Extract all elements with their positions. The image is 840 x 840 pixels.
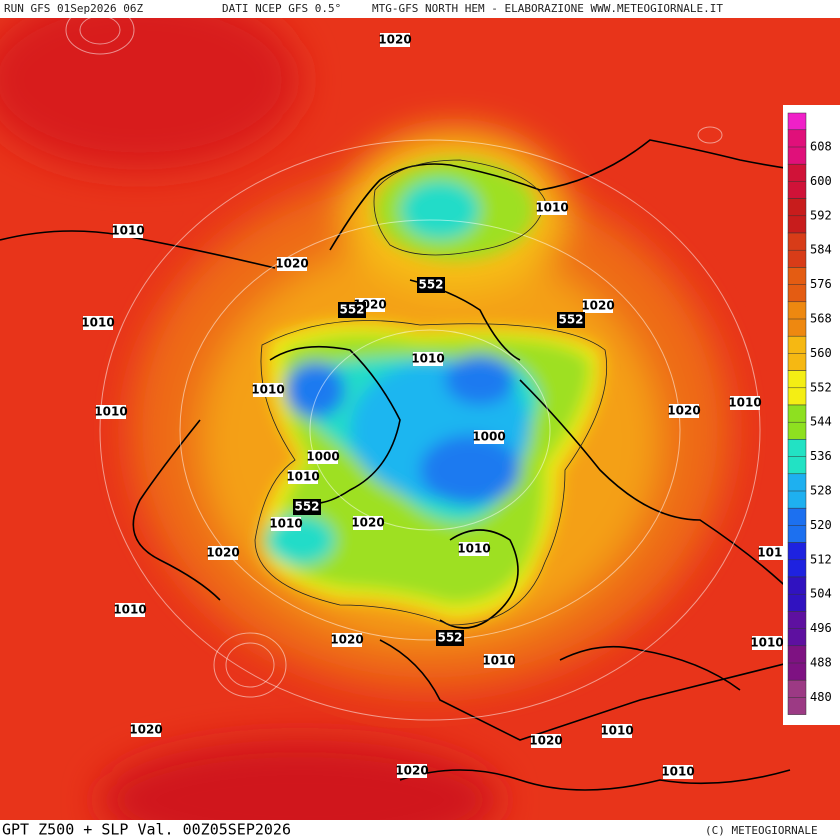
isobar-label-box — [83, 316, 113, 330]
colorbar-label: 496 — [810, 621, 832, 635]
isobar-label: 1010 — [111, 224, 144, 238]
isobars — [65, 5, 761, 721]
isobar-label: 1010 — [113, 603, 146, 617]
credit-label: MTG-GFS NORTH HEM - ELABORAZIONE WWW.MET… — [372, 2, 723, 15]
isobar-label-box — [602, 724, 632, 738]
isobar-label: 1020 — [395, 764, 428, 778]
copyright: (C) METEOGIORNALE — [705, 824, 818, 837]
height-label-box — [557, 312, 585, 328]
isobar-label-box — [459, 542, 489, 556]
isobar-label-box — [759, 546, 789, 560]
isobar-label-box — [332, 633, 362, 647]
isobar-label-box — [413, 352, 443, 366]
colorbar-top — [787, 112, 807, 131]
isobar-label-box — [277, 257, 307, 271]
source-label: DATI NCEP GFS 0.5° — [222, 2, 341, 15]
colorbar-label: 504 — [810, 587, 832, 601]
isobar-label-box — [253, 383, 283, 397]
isobar-label-box — [353, 516, 383, 530]
isobar-label-box — [288, 470, 318, 484]
isobar-label-box — [730, 396, 760, 410]
isobar-label: 1000 — [306, 450, 339, 464]
colorbar-label: 520 — [810, 518, 832, 532]
isobar-label: 1010 — [94, 405, 127, 419]
isobar-label-box — [113, 224, 143, 238]
isobar-label-box — [663, 765, 693, 779]
colorbar-label: 608 — [810, 140, 832, 154]
isobar-label: 1010 — [286, 470, 319, 484]
isobar-label: 1020 — [206, 546, 239, 560]
isobar-label-box — [308, 450, 338, 464]
colorbar-label: 592 — [810, 208, 832, 222]
isobar-label: 1010 — [81, 316, 114, 330]
footer-title: GPT Z500 + SLP Val. 00Z05SEP2026 — [2, 821, 291, 839]
isobar-label: 1010 — [535, 201, 568, 215]
height-label: 552 — [339, 303, 364, 317]
isobar-label-box — [397, 764, 427, 778]
run-label: RUN GFS 01Sep2026 06Z — [4, 2, 143, 15]
isobar-label: 1010 — [251, 383, 284, 397]
isobar-label: 1020 — [529, 734, 562, 748]
isobar-label: 1020 — [351, 516, 384, 530]
isobar-label: 1010 — [600, 724, 633, 738]
colorbar-label: 488 — [810, 656, 832, 670]
height-label: 552 — [437, 631, 462, 645]
isobar-label-box — [380, 33, 410, 47]
colorbar-label: 480 — [810, 690, 832, 704]
isobar-label: 1010 — [457, 542, 490, 556]
isobar-label: 1020 — [378, 33, 411, 47]
isobar-label-box — [474, 430, 504, 444]
isobar-label-box — [208, 546, 238, 560]
isobar-label: 1020 — [581, 299, 614, 313]
isobar-label: 1020 — [129, 723, 162, 737]
colorbar-label: 528 — [810, 484, 832, 498]
isobar-label-box — [115, 603, 145, 617]
colorbar-label: 560 — [810, 346, 832, 360]
isobar-label: 1020 — [275, 257, 308, 271]
isobar-label: 1010 — [757, 546, 790, 560]
isobar-label-box — [131, 723, 161, 737]
colorbar-label: 584 — [810, 243, 832, 257]
header-bar — [0, 0, 840, 18]
height-label: 552 — [418, 278, 443, 292]
isobar-label-box — [752, 636, 782, 650]
colorbar-label: 536 — [810, 449, 832, 463]
height-label-box — [293, 499, 321, 515]
isobar-label: 1000 — [472, 430, 505, 444]
isobar-label: 1020 — [330, 633, 363, 647]
colorbar-label: 568 — [810, 312, 832, 326]
isobar-label: 1010 — [661, 765, 694, 779]
isobar-label: 1010 — [269, 517, 302, 531]
isobar-label: 1010 — [411, 352, 444, 366]
height-label-box — [338, 302, 366, 318]
isobar-label-box — [96, 405, 126, 419]
isobar-label-box — [669, 404, 699, 418]
isobar-label-box — [537, 201, 567, 215]
isobar-label: 1010 — [728, 396, 761, 410]
isobar-label-box — [531, 734, 561, 748]
height-label-box — [436, 630, 464, 646]
isobar-label: 1020 — [667, 404, 700, 418]
colorbar-label: 512 — [810, 552, 832, 566]
height-label: 552 — [558, 313, 583, 327]
colorbar-label: 552 — [810, 380, 832, 394]
height-label-box — [417, 277, 445, 293]
footer-bar — [0, 820, 840, 840]
colorbar-label: 576 — [810, 277, 832, 291]
colorbar-label: 544 — [810, 415, 832, 429]
isobar-label-box — [583, 299, 613, 313]
isobar-label: 1010 — [750, 636, 783, 650]
isobar-label-box — [271, 517, 301, 531]
height-label: 552 — [294, 500, 319, 514]
isobar-label: 1010 — [482, 654, 515, 668]
colorbar-label: 600 — [810, 174, 832, 188]
isobar-label-box — [484, 654, 514, 668]
